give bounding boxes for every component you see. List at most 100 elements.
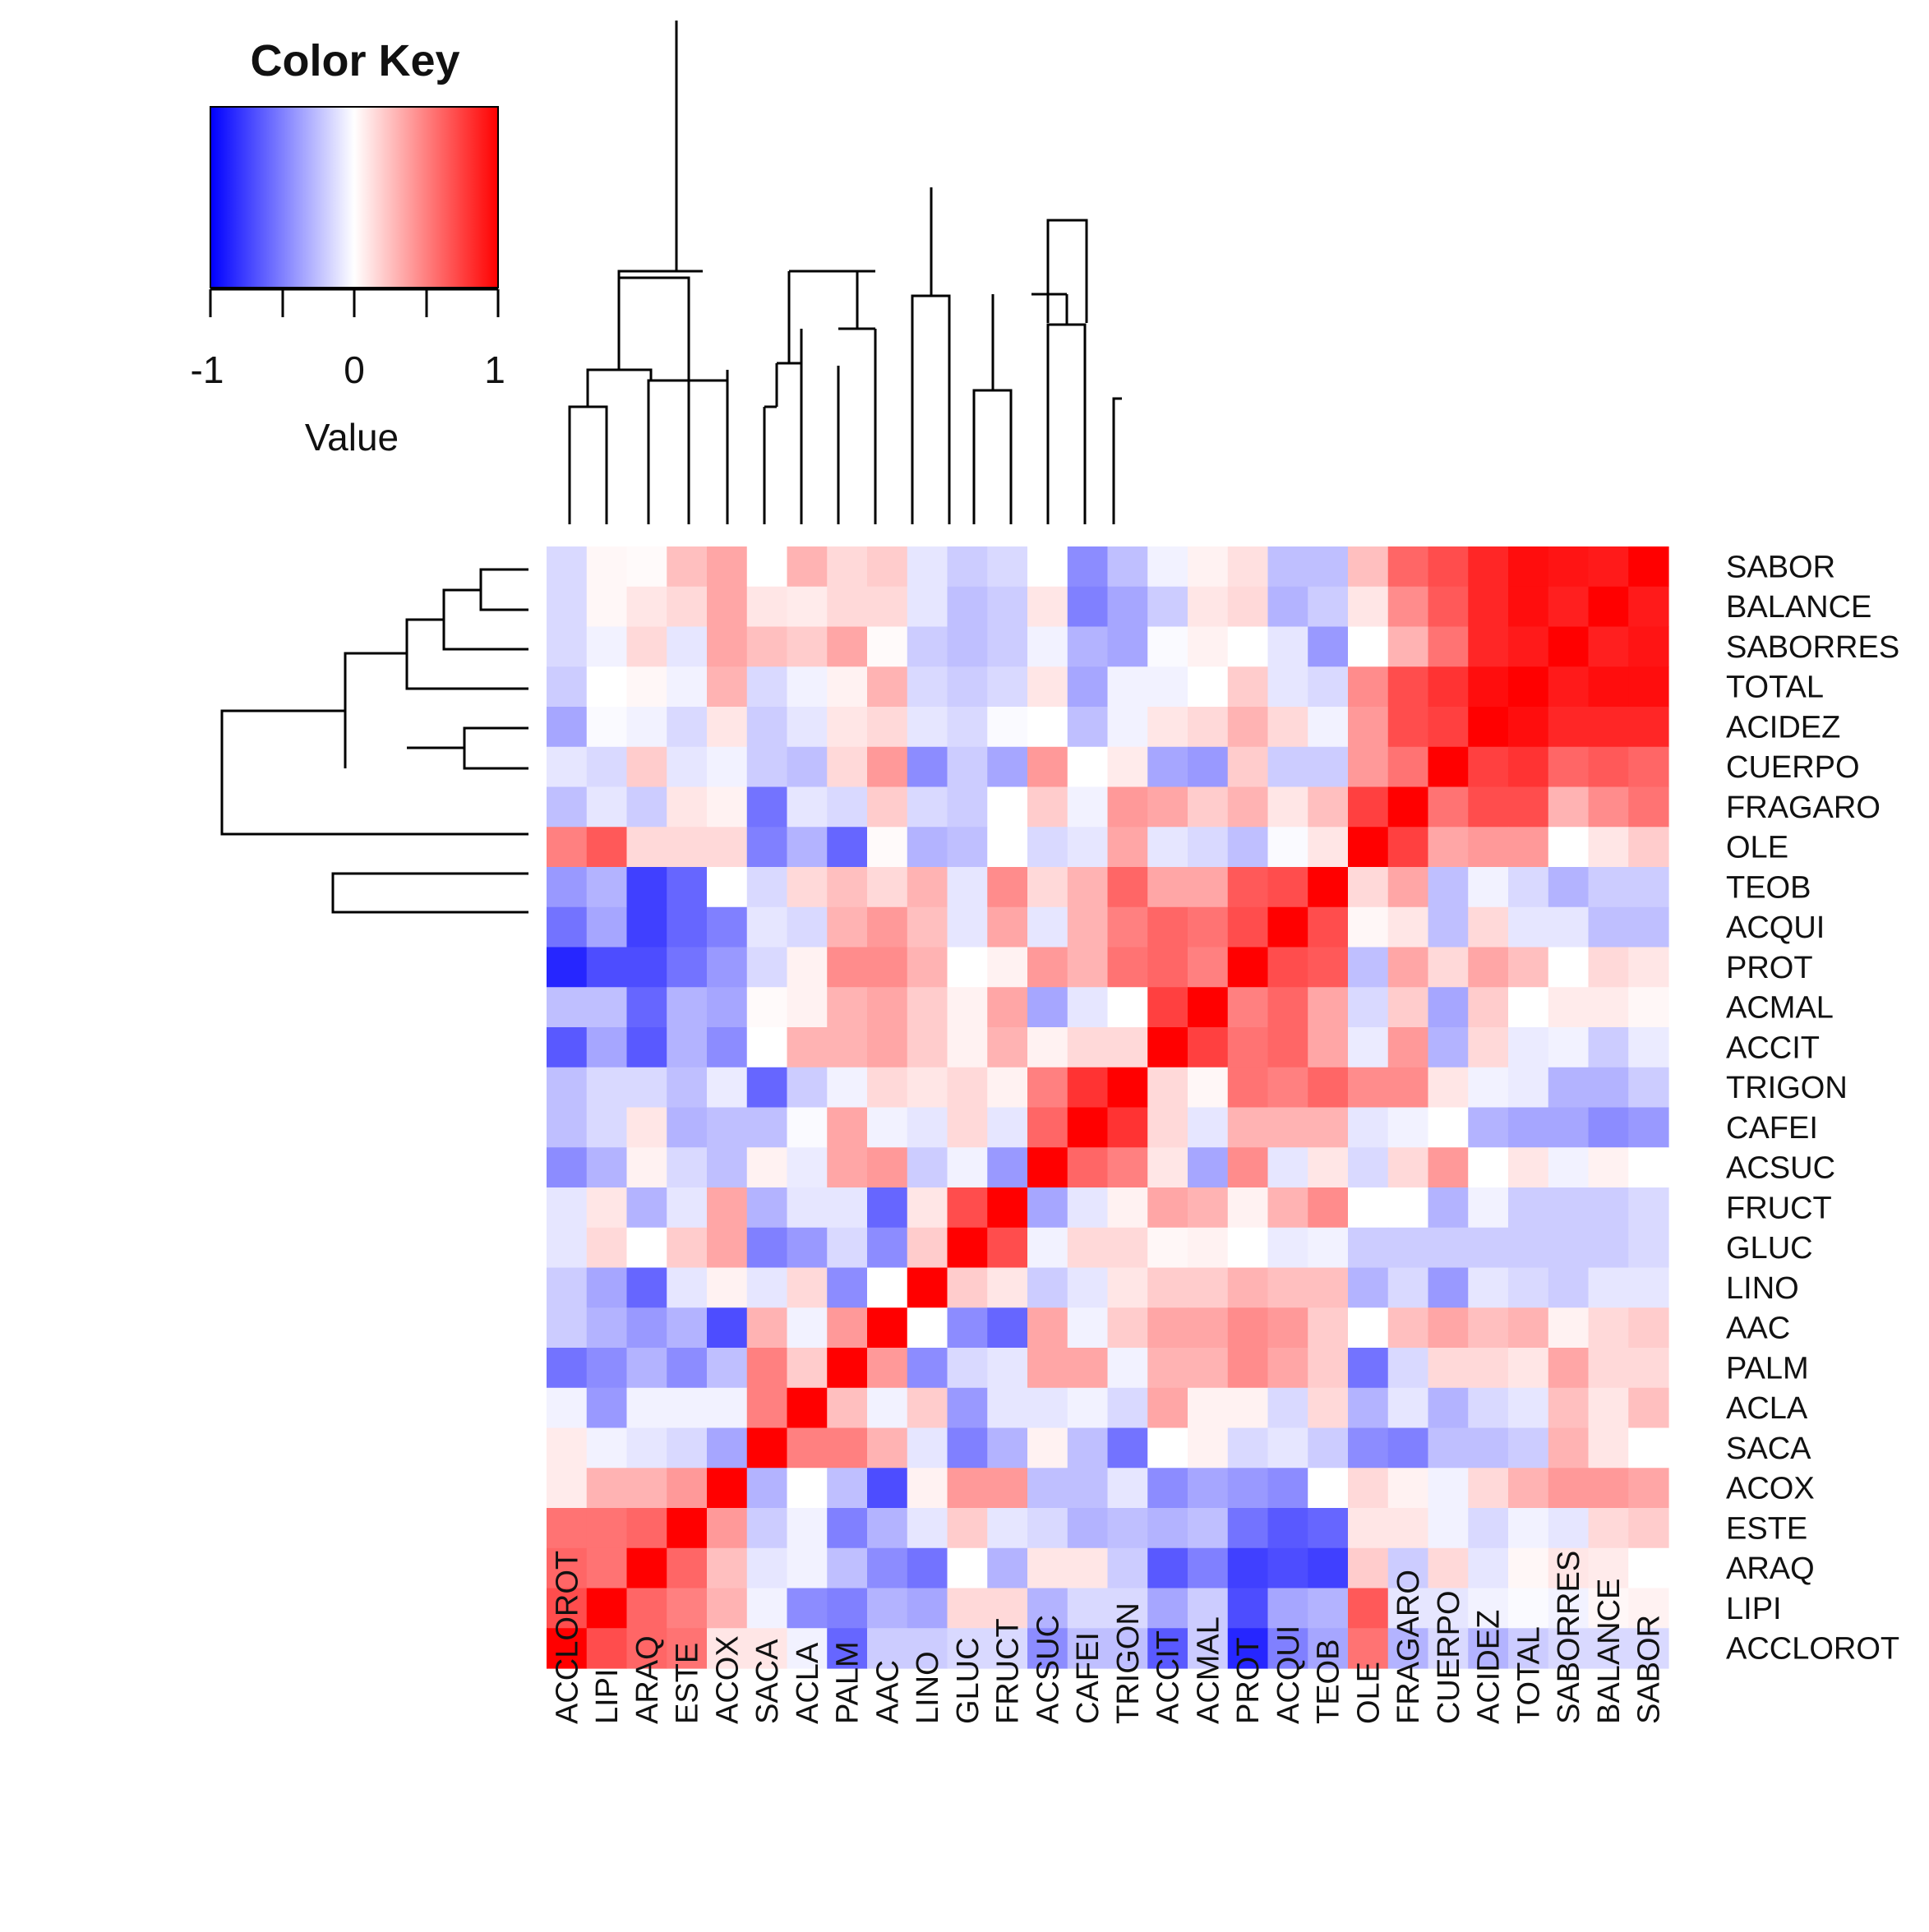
heatmap-cell-acqui-teob (1308, 906, 1349, 948)
heatmap-cell-saca-lipi (586, 1427, 628, 1469)
heatmap-cell-lipi-acla (787, 1588, 828, 1629)
heatmap-cell-lino-lipi (586, 1267, 628, 1308)
heatmap-cell-sabor-ole (1348, 546, 1389, 588)
heatmap-cell-acla-fragaro (1387, 1387, 1429, 1429)
heatmap-cell-teob-acla (787, 867, 828, 908)
heatmap-cell-sabor-araq (626, 546, 667, 588)
heatmap-cell-total-acmal (1188, 666, 1229, 708)
heatmap-cell-accit-araq (626, 1027, 667, 1068)
heatmap-cell-ole-cafei (1067, 827, 1109, 868)
row-label-acsuc: ACSUC (1726, 1151, 1835, 1186)
heatmap-cell-este-cuerpo (1428, 1508, 1469, 1549)
heatmap-cell-acidez-prot (1227, 707, 1269, 748)
heatmap-cell-gluc-saca (746, 1227, 788, 1269)
heatmap-cell-gluc-balance (1588, 1227, 1629, 1269)
heatmap-cell-accit-trigon (1107, 1027, 1148, 1068)
heatmap-cell-este-trigon (1107, 1508, 1148, 1549)
heatmap-cell-teob-lino (907, 867, 948, 908)
heatmap-cell-cafei-cuerpo (1428, 1107, 1469, 1148)
heatmap-cell-sabor-total (1508, 546, 1549, 588)
column-label-aac: AAC (870, 1660, 905, 1724)
heatmap-cell-araq-total (1508, 1547, 1549, 1589)
heatmap-cell-araq-gluc (947, 1547, 988, 1589)
heatmap-cell-acox-aac (867, 1468, 908, 1509)
heatmap-cell-saca-total (1508, 1427, 1549, 1469)
heatmap-cell-cuerpo-gluc (947, 746, 988, 788)
heatmap-cell-acqui-acsuc (1027, 906, 1068, 948)
heatmap-cell-gluc-gluc (947, 1227, 988, 1269)
heatmap-cell-acsuc-cafei (1067, 1147, 1109, 1188)
heatmap-cell-saca-acclorot (547, 1427, 588, 1469)
heatmap-cell-ole-total (1508, 827, 1549, 868)
heatmap-cell-cafei-teob (1308, 1107, 1349, 1148)
heatmap-cell-total-acox (707, 666, 748, 708)
row-label-fruct: FRUCT (1726, 1191, 1832, 1225)
heatmap-cell-saca-palm (827, 1427, 868, 1469)
heatmap-cell-este-fragaro (1387, 1508, 1429, 1549)
heatmap-cell-acmal-accit (1147, 987, 1188, 1028)
heatmap-cell-cafei-sabor (1628, 1107, 1669, 1148)
column-label-cafei: CAFEI (1071, 1632, 1105, 1724)
heatmap-cell-ole-acmal (1188, 827, 1229, 868)
heatmap-cell-este-prot (1227, 1508, 1269, 1549)
heatmap-cell-aac-total (1508, 1307, 1549, 1349)
heatmap-cell-acla-acla (787, 1387, 828, 1429)
heatmap-cell-trigon-acclorot (547, 1067, 588, 1109)
heatmap-cell-saborres-acqui (1267, 626, 1308, 667)
heatmap-cell-sabor-palm (827, 546, 868, 588)
heatmap-cell-prot-aac (867, 947, 908, 988)
row-label-este: ESTE (1726, 1511, 1807, 1546)
heatmap-cell-este-acidez (1468, 1508, 1509, 1549)
heatmap-cell-lino-acclorot (547, 1267, 588, 1308)
heatmap-cell-fruct-acidez (1468, 1187, 1509, 1229)
heatmap-cell-araq-saborres (1548, 1547, 1590, 1589)
heatmap-cell-lipi-acmal (1188, 1588, 1229, 1629)
heatmap-cell-acqui-lino (907, 906, 948, 948)
heatmap-cell-acidez-fragaro (1387, 707, 1429, 748)
heatmap-cell-palm-este (667, 1348, 708, 1389)
heatmap-cell-sabor-lipi (586, 546, 628, 588)
heatmap-cell-acox-acox (707, 1468, 748, 1509)
heatmap-cell-lipi-saborres (1548, 1588, 1590, 1629)
heatmap-cell-acmal-cafei (1067, 987, 1109, 1028)
heatmap-cell-saca-lino (907, 1427, 948, 1469)
heatmap-cell-cuerpo-saborres (1548, 746, 1590, 788)
heatmap-cell-acla-trigon (1107, 1387, 1148, 1429)
color-key-axis (209, 288, 500, 317)
heatmap-cell-lipi-acqui (1267, 1588, 1308, 1629)
heatmap-cell-prot-accit (1147, 947, 1188, 988)
heatmap-cell-balance-acmal (1188, 586, 1229, 628)
heatmap-cell-balance-gluc (947, 586, 988, 628)
heatmap-cell-lino-acqui (1267, 1267, 1308, 1308)
heatmap-cell-accit-prot (1227, 1027, 1269, 1068)
column-label-acqui: ACQUI (1271, 1625, 1306, 1724)
heatmap-cell-total-cafei (1067, 666, 1109, 708)
heatmap-cell-palm-teob (1308, 1348, 1349, 1389)
heatmap-cell-aac-trigon (1107, 1307, 1148, 1349)
heatmap-cell-lino-saborres (1548, 1267, 1590, 1308)
heatmap-cell-acqui-accit (1147, 906, 1188, 948)
heatmap-cell-saborres-accit (1147, 626, 1188, 667)
color-key-title: Color Key (250, 36, 459, 85)
heatmap-cell-total-prot (1227, 666, 1269, 708)
heatmap-cell-fruct-trigon (1107, 1187, 1148, 1229)
heatmap-cell-acsuc-saborres (1548, 1147, 1590, 1188)
heatmap-cell-acsuc-palm (827, 1147, 868, 1188)
heatmap-cell-acqui-palm (827, 906, 868, 948)
heatmap-cell-aac-balance (1588, 1307, 1629, 1349)
row-label-balance: BALANCE (1726, 590, 1871, 625)
heatmap-cell-lino-fruct (987, 1267, 1028, 1308)
row-label-ole: OLE (1726, 831, 1788, 865)
heatmap-cell-gluc-ole (1348, 1227, 1389, 1269)
heatmap-cell-saca-acla (787, 1427, 828, 1469)
heatmap-cell-cuerpo-acsuc (1027, 746, 1068, 788)
heatmap-cell-cuerpo-araq (626, 746, 667, 788)
heatmap-cell-accit-fruct (987, 1027, 1028, 1068)
heatmap-cell-acsuc-trigon (1107, 1147, 1148, 1188)
heatmap-cell-prot-acqui (1267, 947, 1308, 988)
row-dendrogram (220, 568, 528, 914)
heatmap-cell-teob-araq (626, 867, 667, 908)
heatmap-cell-lino-acmal (1188, 1267, 1229, 1308)
heatmap-cell-lipi-saca (746, 1588, 788, 1629)
heatmap-cell-acox-cuerpo (1428, 1468, 1469, 1509)
